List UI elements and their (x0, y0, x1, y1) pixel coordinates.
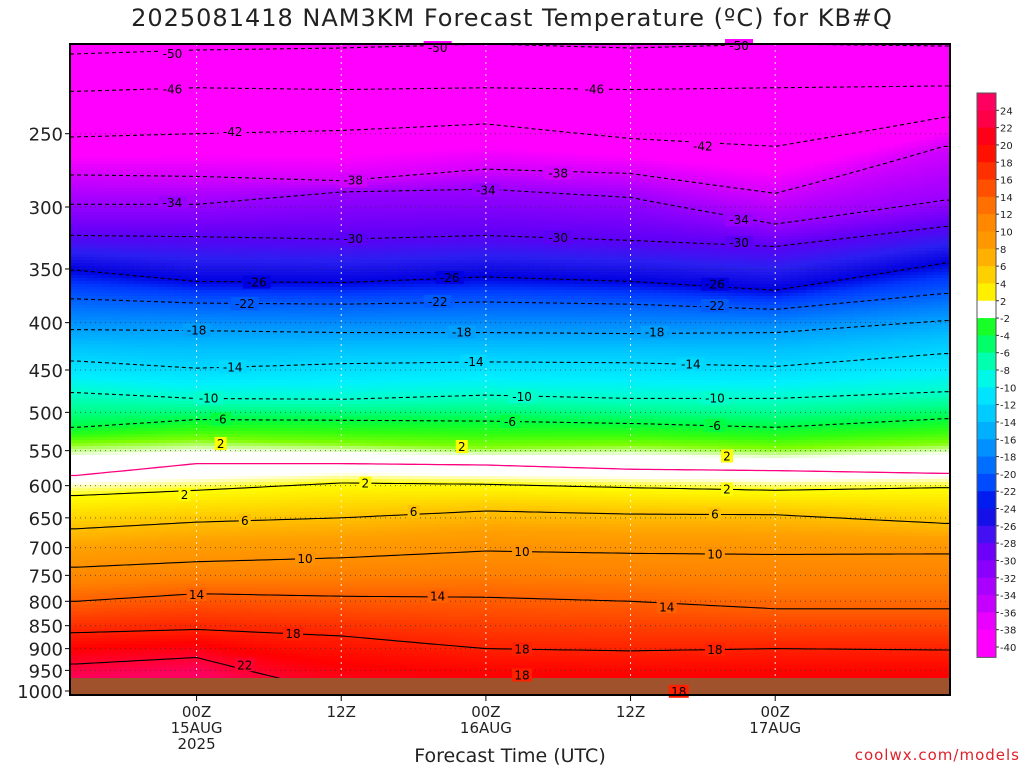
chart-canvas: -50 -50 -50-46 -46-42-42-38-38-34-34-34-30-… (0, 0, 1024, 768)
